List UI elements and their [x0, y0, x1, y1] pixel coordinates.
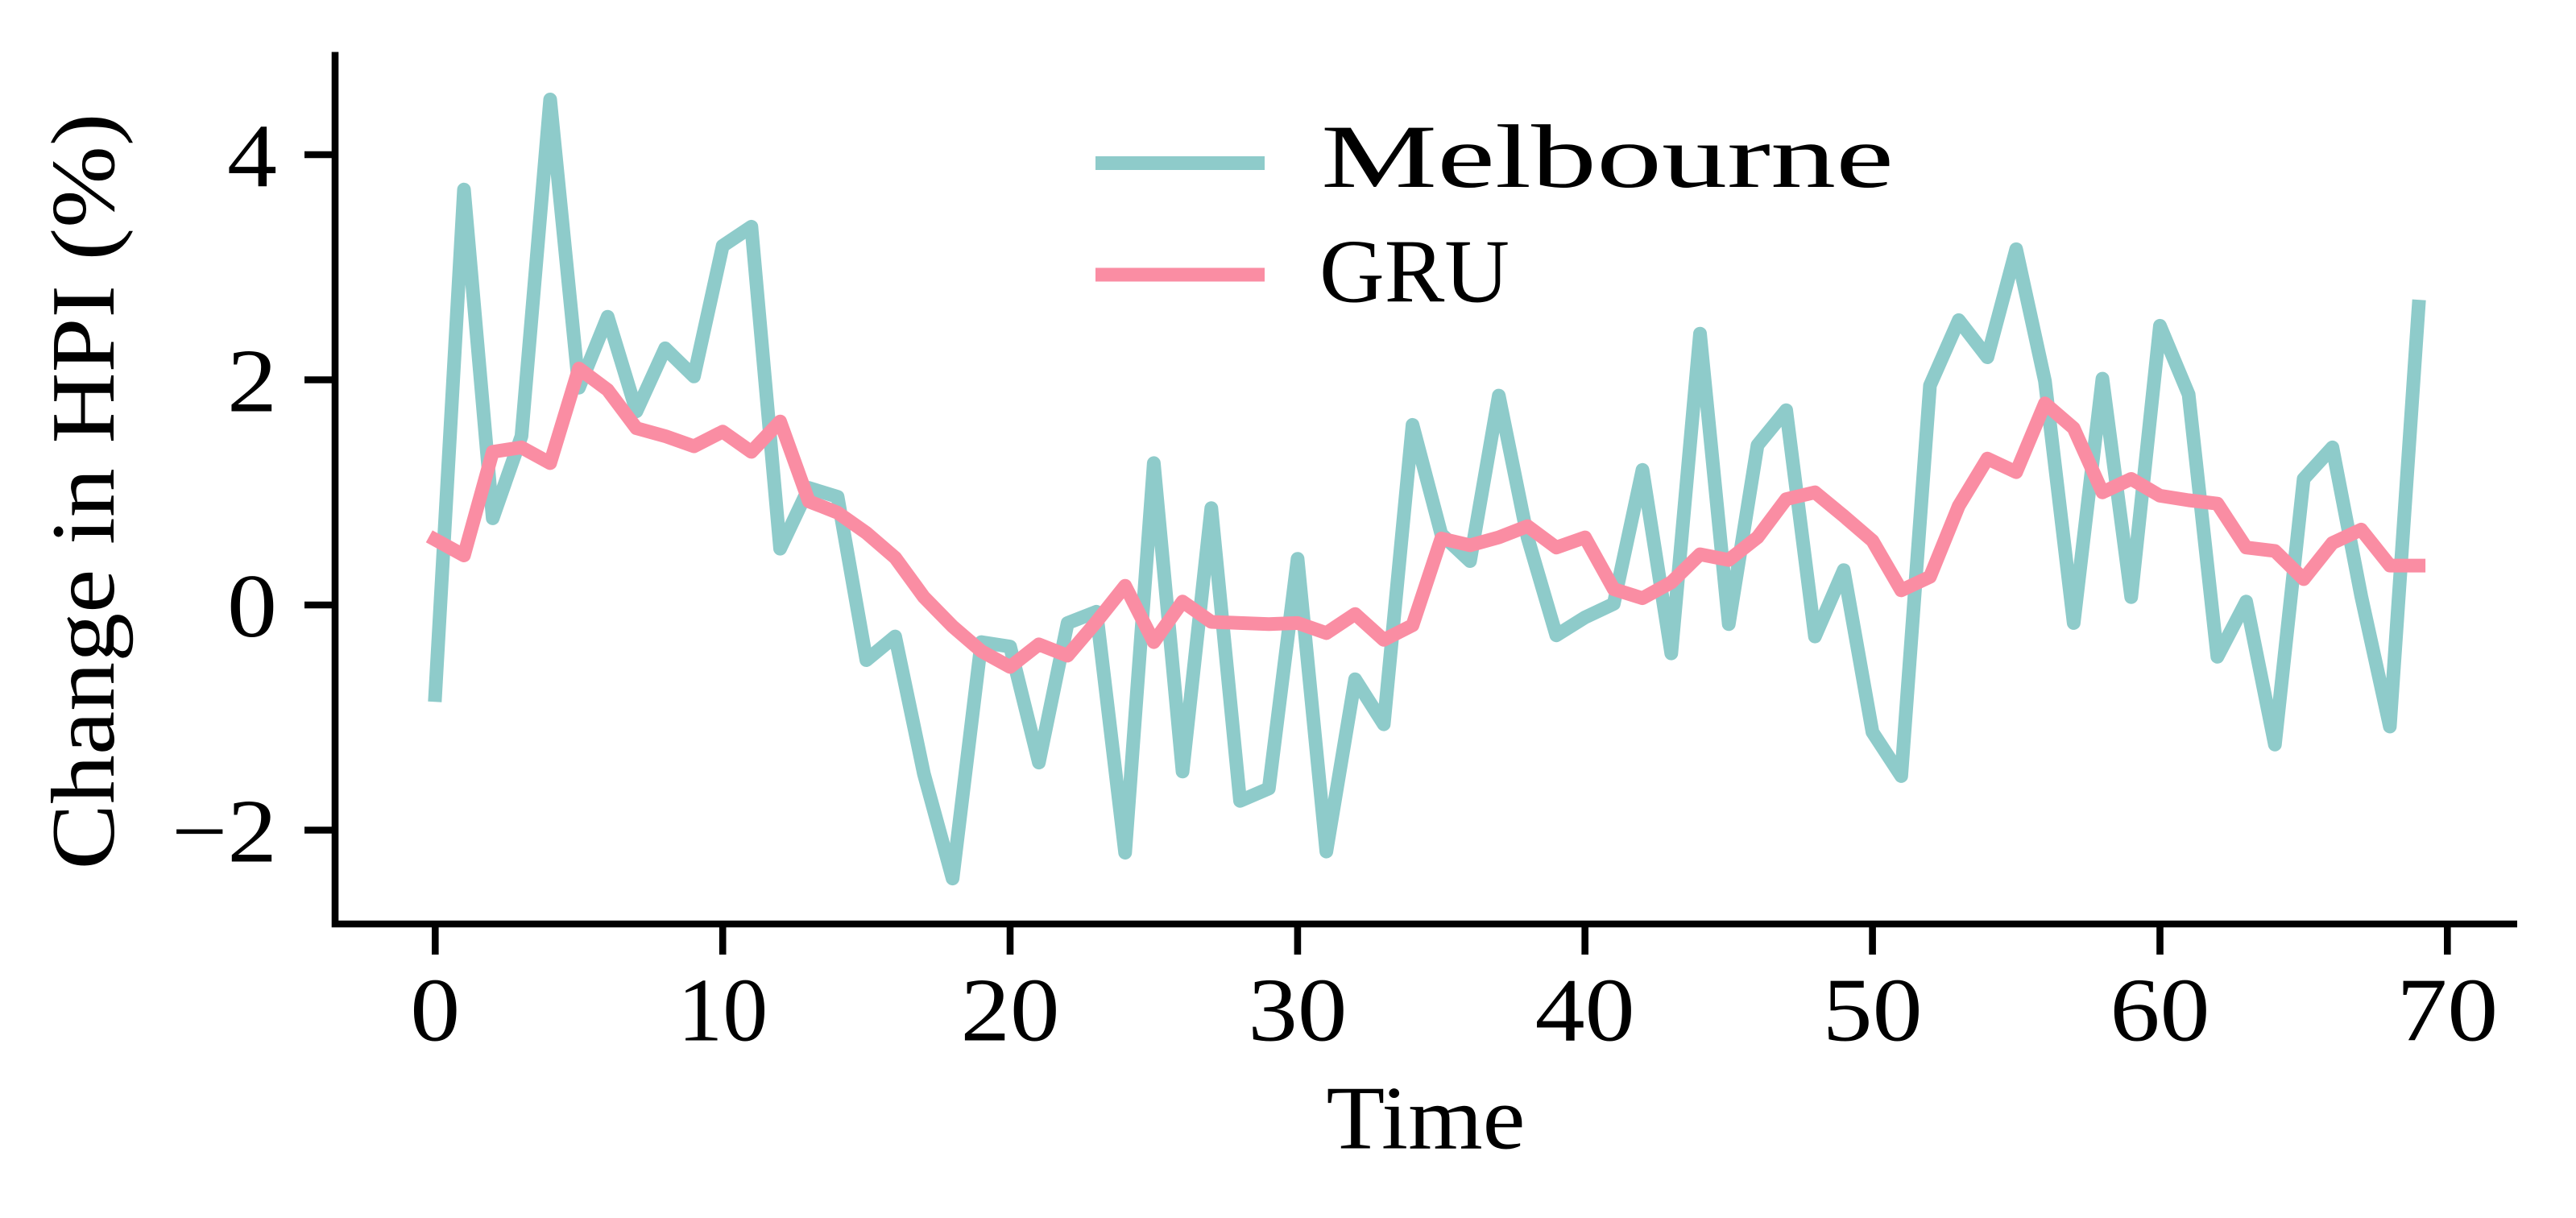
svg-text:0: 0 [227, 557, 277, 657]
svg-text:20: 20 [961, 961, 1060, 1061]
svg-text:2: 2 [227, 332, 277, 432]
svg-text:Melbourne: Melbourne [1321, 107, 1894, 207]
svg-text:−2: −2 [172, 782, 277, 882]
svg-text:70: 70 [2396, 961, 2498, 1061]
svg-text:Time: Time [1327, 1069, 1526, 1169]
svg-text:0: 0 [410, 961, 460, 1061]
svg-text:30: 30 [1248, 961, 1347, 1061]
svg-text:GRU: GRU [1319, 222, 1510, 322]
svg-text:4: 4 [227, 106, 277, 206]
svg-text:40: 40 [1535, 961, 1635, 1061]
svg-text:10: 10 [677, 961, 768, 1061]
svg-text:Change in HPI (%): Change in HPI (%) [34, 114, 134, 870]
svg-text:60: 60 [2110, 961, 2210, 1061]
svg-text:50: 50 [1823, 961, 1923, 1061]
